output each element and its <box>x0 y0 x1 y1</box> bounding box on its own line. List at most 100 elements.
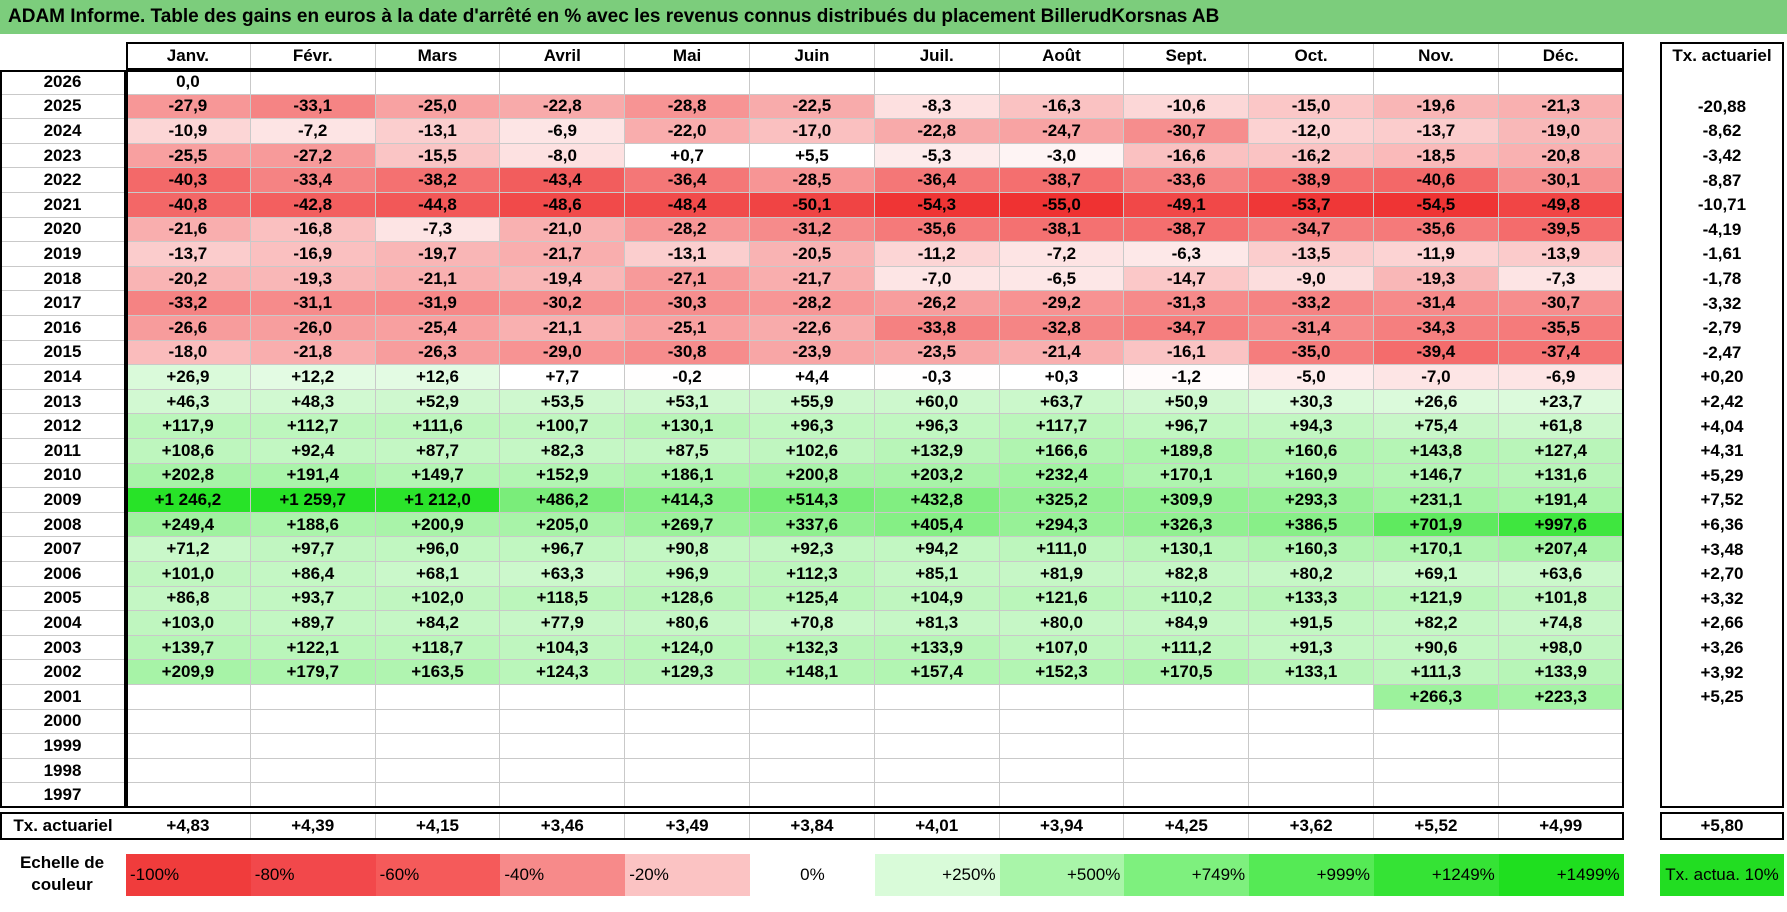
heatmap-cell: -5,0 <box>1249 365 1374 390</box>
heatmap-cell: +60,0 <box>874 389 1000 415</box>
year-label: 2012 <box>0 414 126 439</box>
tx-value: +0,20 <box>1700 367 1744 387</box>
tx-value: -10,71 <box>1697 195 1747 215</box>
heatmap-cell: +46,3 <box>126 389 251 415</box>
heatmap-cell: +110,2 <box>1124 586 1250 612</box>
heatmap-cell: -55,0 <box>999 193 1125 218</box>
heatmap-cell: +96,9 <box>625 562 750 587</box>
heatmap-cell: +170,5 <box>1124 660 1250 685</box>
heatmap-cell: -8,0 <box>500 143 626 169</box>
tx-value: +5,29 <box>1700 465 1744 485</box>
year-label: 2019 <box>0 242 126 267</box>
heatmap-cell: -24,7 <box>999 119 1125 144</box>
heatmap-cell: +112,7 <box>250 414 376 439</box>
heatmap-cell: +166,6 <box>999 439 1125 464</box>
heatmap-cell: -36,4 <box>625 168 750 193</box>
heatmap-cell: -49,1 <box>1124 193 1250 218</box>
heatmap-cell: -16,1 <box>1124 340 1250 366</box>
heatmap-cell: +337,6 <box>750 512 875 538</box>
year-label: 2002 <box>0 660 126 685</box>
heatmap-cell: +139,7 <box>126 635 251 661</box>
year-label: 2023 <box>0 143 126 169</box>
heatmap-cell <box>999 758 1125 784</box>
scale-swatch: -20% <box>625 854 750 896</box>
tx-value: -1,61 <box>1702 244 1742 264</box>
heatmap-cell: -31,4 <box>1374 291 1499 316</box>
heatmap-cell: -28,2 <box>750 291 875 316</box>
heatmap-cell: -30,7 <box>1124 119 1250 144</box>
year-label: 2017 <box>0 291 126 316</box>
heatmap-cell: -16,8 <box>250 217 376 243</box>
heatmap-cell: +111,3 <box>1374 660 1499 685</box>
page-title: ADAM Informe. Table des gains en euros à… <box>0 0 1787 34</box>
heatmap-cell: +152,3 <box>999 660 1125 685</box>
heatmap-cell: +53,5 <box>500 389 626 415</box>
heatmap-cell <box>375 70 501 95</box>
scale-swatch: +250% <box>874 854 1000 896</box>
heatmap-cell: -13,7 <box>1374 119 1499 144</box>
tx-value <box>1660 70 1784 95</box>
heatmap-cell: +514,3 <box>750 488 875 513</box>
tx-value: +4,31 <box>1700 441 1744 461</box>
heatmap-cell: -53,7 <box>1249 193 1374 218</box>
heatmap-cell: +63,3 <box>500 562 626 587</box>
heatmap-cell: -15,5 <box>375 143 501 169</box>
heatmap-cell: +96,0 <box>375 537 501 562</box>
side-header: Tx. actuariel <box>1672 46 1772 65</box>
tx-value: -8,62 <box>1702 121 1742 141</box>
heatmap-cell: +80,6 <box>625 611 750 636</box>
heatmap-cell: -54,3 <box>874 193 1000 218</box>
heatmap-cell <box>750 734 875 759</box>
heatmap-cell: +186,1 <box>625 463 750 489</box>
scale-label: Echelle de couleur <box>19 853 105 894</box>
heatmap-cell <box>874 685 1000 710</box>
heatmap-cell: +266,3 <box>1374 685 1499 710</box>
heatmap-cell: +231,1 <box>1374 488 1499 513</box>
heatmap-cell: +5,5 <box>750 143 875 169</box>
heatmap-cell: -6,9 <box>500 119 626 144</box>
heatmap-cell: +269,7 <box>625 512 750 538</box>
scale-swatch: 0% <box>750 854 875 896</box>
heatmap-cell: +111,2 <box>1124 635 1250 661</box>
tx-value: -20,88 <box>1697 96 1747 116</box>
heatmap-cell: +80,0 <box>999 611 1125 636</box>
heatmap-cell: -31,1 <box>250 291 376 316</box>
heatmap-cell <box>1249 758 1374 784</box>
heatmap-cell: +191,4 <box>250 463 376 489</box>
footer-value: +4,99 <box>1498 812 1624 840</box>
heatmap-cell: -30,7 <box>1498 291 1624 316</box>
heatmap-cell <box>999 734 1125 759</box>
heatmap-cell <box>1249 709 1374 735</box>
heatmap-cell: +132,9 <box>874 439 1000 464</box>
heatmap-cell: 0,0 <box>126 70 251 95</box>
heatmap-cell: +48,3 <box>250 389 376 415</box>
heatmap-cell <box>1124 734 1250 759</box>
heatmap-cell: -40,6 <box>1374 168 1499 193</box>
month-header: Oct. <box>1249 42 1374 70</box>
heatmap-cell: -33,4 <box>250 168 376 193</box>
heatmap-cell <box>500 709 626 735</box>
heatmap-cell: +86,8 <box>126 586 251 612</box>
heatmap-cell <box>1374 758 1499 784</box>
heatmap-cell: +75,4 <box>1374 414 1499 439</box>
heatmap-cell: +121,6 <box>999 586 1125 612</box>
footer-value: +4,25 <box>1124 812 1250 840</box>
heatmap-cell: -38,7 <box>1124 217 1250 243</box>
heatmap-cell: +121,9 <box>1374 586 1499 612</box>
heatmap-cell: -21,1 <box>500 316 626 341</box>
tx-value: +7,52 <box>1700 490 1744 510</box>
heatmap-cell: +133,9 <box>1498 660 1624 685</box>
heatmap-cell: -12,0 <box>1249 119 1374 144</box>
heatmap-cell: +101,0 <box>126 562 251 587</box>
heatmap-cell: +1 212,0 <box>375 488 501 513</box>
heatmap-cell: -28,2 <box>625 217 750 243</box>
heatmap-cell: -11,9 <box>1374 242 1499 267</box>
heatmap-cell <box>126 734 251 759</box>
heatmap-cell: -33,1 <box>250 94 376 120</box>
heatmap-cell <box>625 734 750 759</box>
heatmap-cell: -25,1 <box>625 316 750 341</box>
heatmap-cell: +26,6 <box>1374 389 1499 415</box>
heatmap-cell: -19,6 <box>1374 94 1499 120</box>
heatmap-cell <box>874 709 1000 735</box>
heatmap-cell: +157,4 <box>874 660 1000 685</box>
